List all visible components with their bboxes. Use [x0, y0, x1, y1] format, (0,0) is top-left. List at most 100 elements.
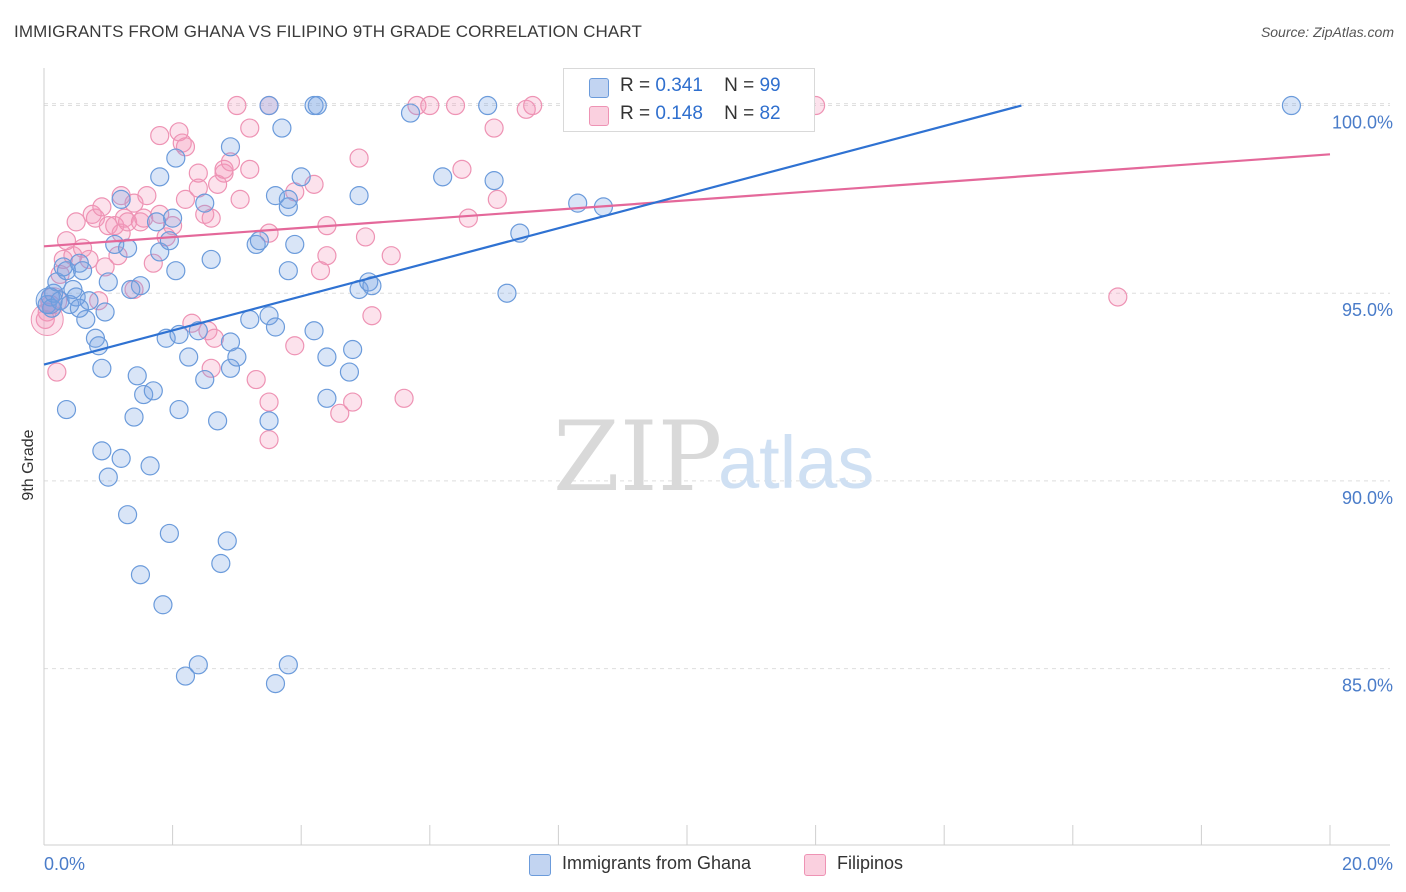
- ghana-point: [159, 523, 179, 544]
- ghana-point: [111, 448, 131, 468]
- filipino-n-value: 82: [759, 103, 781, 124]
- ghana-point: [220, 358, 241, 378]
- ghana-point: [278, 655, 298, 675]
- ghana-point: [130, 565, 151, 585]
- ghana-point: [127, 366, 147, 386]
- y-tick-label: 95.0%: [1342, 300, 1393, 320]
- ghana-n-label: N =: [724, 75, 755, 96]
- filipino-point: [458, 208, 478, 228]
- filipino-point: [452, 159, 472, 179]
- ghana-point: [98, 467, 118, 487]
- filipino-point: [163, 216, 183, 236]
- ghana-point: [163, 208, 183, 228]
- filipino-point: [214, 159, 234, 179]
- ghana-point: [35, 287, 63, 315]
- filipino-point: [259, 430, 279, 450]
- ghana-point: [291, 167, 311, 187]
- ghana-point: [179, 347, 199, 367]
- filipino-point: [53, 249, 73, 270]
- ghana-point: [343, 339, 363, 360]
- ghana-point: [195, 193, 215, 213]
- filipino-point: [349, 148, 369, 168]
- ghana-point: [317, 388, 337, 408]
- ghana-point: [497, 283, 517, 303]
- ghana-point: [92, 441, 112, 461]
- ghana-point: [272, 118, 292, 138]
- ghana-point: [79, 291, 99, 311]
- ghana-point: [56, 399, 77, 420]
- filipino-n-label: N =: [724, 103, 755, 124]
- ghana-point: [249, 231, 270, 251]
- filipino-point: [246, 369, 266, 390]
- ghana-point: [304, 321, 324, 341]
- watermark-atlas: atlas: [718, 421, 874, 504]
- ghana-point: [278, 189, 298, 209]
- ghana-trend-line: [43, 104, 1022, 366]
- ghana-point: [166, 148, 186, 168]
- filipino-point: [82, 204, 102, 224]
- ghana-point: [130, 276, 151, 296]
- ghana-point: [265, 317, 286, 337]
- ghana-point: [259, 95, 279, 116]
- ghana-point: [98, 272, 118, 292]
- filipino-point: [114, 208, 134, 228]
- filipino-point: [89, 291, 109, 311]
- ghana-n-value: 99: [759, 75, 781, 96]
- ghana-point: [478, 95, 498, 116]
- filipino-legend-swatch: [804, 854, 826, 876]
- ghana-point: [121, 279, 141, 300]
- filipino-point: [175, 189, 196, 209]
- filipino-point: [355, 227, 376, 247]
- x-tick-label: 20.0%: [1342, 854, 1393, 874]
- source-label: Source: ZipAtlas.com: [1260, 24, 1394, 40]
- filipino-point: [150, 125, 170, 146]
- ghana-point: [76, 309, 96, 330]
- y-tick-label: 100.0%: [1332, 113, 1393, 133]
- ghana-point: [169, 399, 189, 420]
- filipino-point: [134, 208, 154, 228]
- filipino-point: [30, 302, 64, 336]
- filipino-point: [204, 328, 224, 348]
- ghana-point: [134, 384, 154, 405]
- filipino-point: [330, 403, 350, 423]
- ghana-point: [317, 347, 337, 367]
- filipino-point: [240, 118, 260, 138]
- ghana-swatch: [589, 78, 609, 98]
- ghana-points: [35, 95, 1302, 694]
- ghana-point: [217, 531, 237, 551]
- filipino-point: [381, 246, 401, 266]
- filipino-points: [30, 95, 1128, 450]
- grid-lines: [44, 103, 1390, 670]
- filipino-point: [66, 212, 86, 232]
- ghana-point: [240, 309, 260, 330]
- filipino-point: [1108, 287, 1128, 307]
- ghana-point: [265, 673, 286, 694]
- filipino-point: [95, 257, 115, 277]
- filipino-r-label: R =: [620, 103, 651, 124]
- y-tick-label: 90.0%: [1342, 488, 1393, 508]
- ghana-point: [69, 298, 89, 318]
- ghana-point: [278, 197, 298, 217]
- filipino-point: [108, 246, 128, 266]
- y-axis-label: 9th Grade: [20, 429, 37, 500]
- x-tick-label: 0.0%: [44, 854, 85, 874]
- ghana-point: [150, 167, 170, 187]
- ghana-point: [117, 505, 138, 525]
- filipino-point: [201, 358, 221, 378]
- trend-lines: [43, 104, 1331, 366]
- ghana-point: [117, 238, 138, 258]
- ghana-point: [188, 321, 208, 341]
- ghana-point: [349, 186, 369, 206]
- ghana-point: [159, 231, 179, 251]
- filipino-r-value: 0.148: [655, 103, 703, 124]
- ghana-point: [153, 595, 173, 615]
- filipino-point: [259, 223, 279, 243]
- filipino-point: [343, 392, 363, 412]
- ghana-point: [246, 234, 266, 255]
- filipino-point: [484, 118, 504, 138]
- chart-title: IMMIGRANTS FROM GHANA VS FILIPINO 9TH GR…: [14, 22, 642, 41]
- filipino-point: [130, 212, 151, 232]
- ghana-point: [188, 655, 208, 675]
- ghana-point: [1281, 95, 1302, 116]
